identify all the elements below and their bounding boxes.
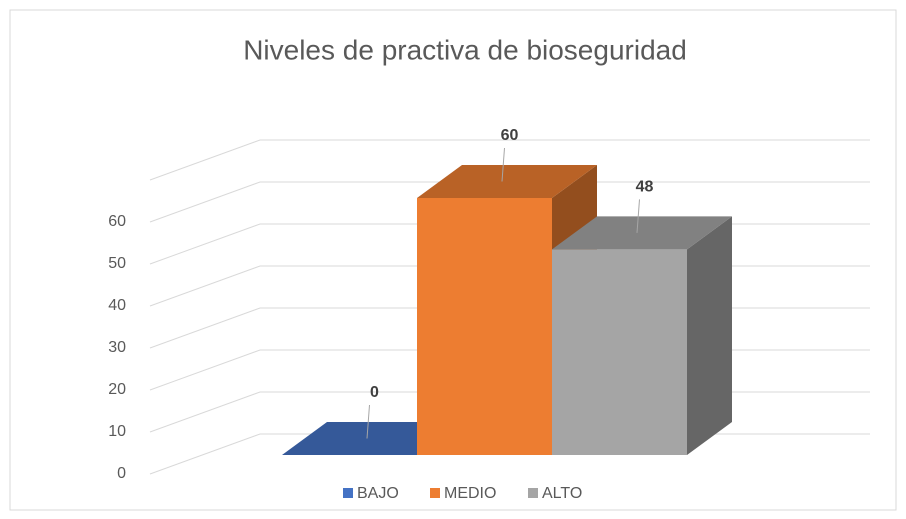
leader-line: [366, 404, 370, 439]
grid-line: [149, 181, 870, 223]
leader-line: [636, 199, 640, 233]
y-tick-label: 60: [108, 213, 126, 230]
axis-frame-line: [149, 139, 870, 181]
bar-front: [417, 198, 552, 455]
y-tick-label: 10: [108, 423, 126, 440]
data-label: 60: [501, 127, 519, 144]
chart-title: Niveles de practiva de bioseguridad: [243, 34, 687, 65]
y-tick-label: 0: [117, 465, 126, 482]
legend-swatch: [430, 488, 440, 498]
bar-side: [687, 216, 732, 455]
y-tick-label: 40: [108, 297, 126, 314]
y-tick-label: 20: [108, 381, 126, 398]
legend-label: MEDIO: [444, 485, 496, 502]
legend-label: ALTO: [542, 485, 582, 502]
y-tick-label: 30: [108, 339, 126, 356]
bar-top: [417, 165, 597, 198]
bar-front: [552, 249, 687, 455]
legend-swatch: [528, 488, 538, 498]
data-label: 0: [370, 384, 379, 401]
data-label: 48: [636, 179, 654, 196]
bar: [552, 216, 732, 455]
legend-label: BAJO: [357, 485, 399, 502]
y-tick-label: 50: [108, 255, 126, 272]
legend-swatch: [343, 488, 353, 498]
bar-top: [552, 216, 732, 250]
leader-line: [501, 147, 505, 182]
